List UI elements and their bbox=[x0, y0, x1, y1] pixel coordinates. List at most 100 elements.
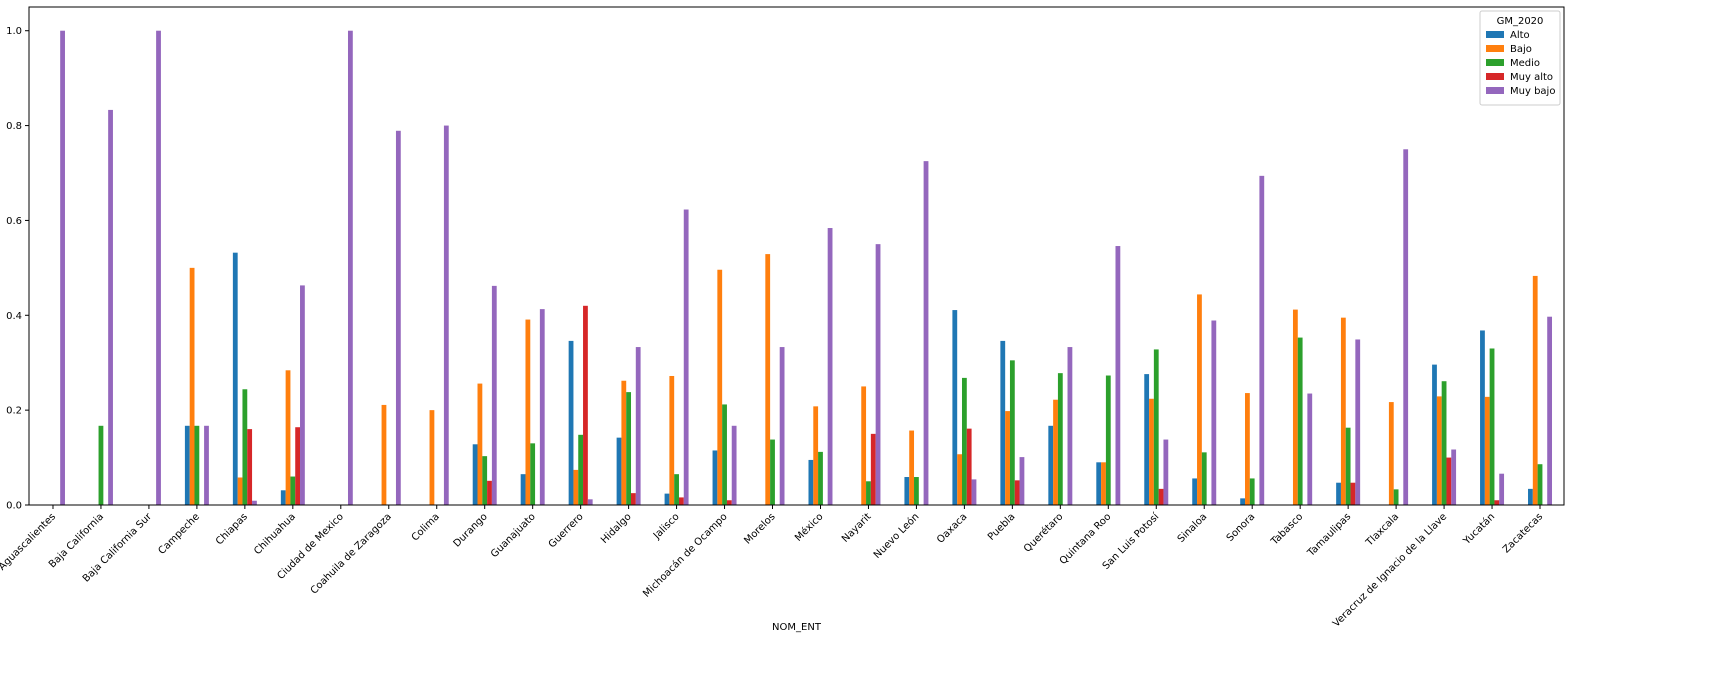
bars-layer bbox=[60, 30, 1553, 506]
bar-muy-bajo-6 bbox=[347, 30, 353, 506]
bar-bajo-19 bbox=[957, 454, 962, 505]
bar-muy-bajo-4 bbox=[252, 500, 257, 505]
legend-title: GM_2020 bbox=[1497, 16, 1544, 27]
x-tick-label: Guerrero bbox=[547, 511, 586, 550]
bar-alto-24 bbox=[1192, 478, 1198, 505]
bar-bajo-22 bbox=[1101, 462, 1106, 505]
bar-muy-bajo-2 bbox=[156, 30, 161, 506]
legend-label: Alto bbox=[1510, 30, 1530, 41]
bar-muy-bajo-28 bbox=[1403, 149, 1409, 506]
bar-alto-27 bbox=[1336, 482, 1341, 505]
legend-swatch-bajo bbox=[1486, 45, 1504, 52]
legend-label: Bajo bbox=[1510, 44, 1532, 55]
bar-muy-bajo-18 bbox=[923, 161, 929, 505]
bar-alto-30 bbox=[1480, 330, 1485, 505]
bar-muy-bajo-25 bbox=[1259, 175, 1265, 505]
bar-bajo-24 bbox=[1197, 294, 1202, 505]
bar-medio-14 bbox=[722, 404, 727, 505]
bar-muy-alto-13 bbox=[678, 497, 684, 505]
bar-alto-5 bbox=[280, 490, 286, 505]
x-tick-label: Tlaxcala bbox=[1364, 511, 1402, 549]
bar-medio-11 bbox=[578, 434, 584, 505]
bar-muy-alto-5 bbox=[295, 427, 301, 505]
bar-muy-bajo-22 bbox=[1115, 246, 1121, 506]
bar-bajo-14 bbox=[717, 269, 723, 505]
x-tick-label: Tamaulipas bbox=[1305, 511, 1353, 559]
bar-medio-9 bbox=[482, 456, 488, 505]
bar-bajo-4 bbox=[237, 477, 243, 505]
x-axis-label: NOM_ENT bbox=[772, 622, 822, 633]
bar-medio-18 bbox=[914, 477, 919, 505]
bar-muy-alto-11 bbox=[583, 305, 588, 505]
y-tick-label: 0.2 bbox=[6, 406, 22, 417]
bar-alto-4 bbox=[232, 252, 238, 505]
bar-medio-23 bbox=[1153, 349, 1159, 505]
x-tick-label: Sinaloa bbox=[1176, 511, 1210, 545]
bar-medio-27 bbox=[1345, 427, 1351, 505]
x-tick-label: Puebla bbox=[986, 511, 1018, 543]
bar-medio-21 bbox=[1057, 373, 1063, 505]
bar-alto-29 bbox=[1432, 364, 1437, 505]
bar-muy-bajo-13 bbox=[683, 209, 689, 505]
legend-swatch-alto bbox=[1486, 31, 1504, 38]
bar-muy-bajo-3 bbox=[204, 425, 209, 505]
bar-muy-alto-12 bbox=[631, 493, 636, 505]
bar-muy-alto-20 bbox=[1014, 480, 1020, 505]
plot-frame bbox=[28, 6, 1565, 506]
bar-alto-16 bbox=[808, 459, 814, 505]
bar-alto-14 bbox=[712, 450, 718, 505]
x-tick-label: Sonora bbox=[1225, 511, 1258, 544]
bar-muy-bajo-11 bbox=[587, 499, 593, 505]
bar-muy-bajo-30 bbox=[1499, 473, 1505, 505]
bar-bajo-29 bbox=[1436, 396, 1442, 505]
bar-bajo-23 bbox=[1149, 398, 1154, 505]
bar-muy-bajo-8 bbox=[443, 125, 449, 505]
bar-alto-10 bbox=[520, 474, 526, 505]
bar-muy-bajo-14 bbox=[731, 425, 737, 505]
bar-bajo-15 bbox=[765, 254, 771, 505]
bar-muy-bajo-9 bbox=[491, 285, 497, 505]
y-tick-label: 0.4 bbox=[6, 311, 22, 322]
bar-alto-18 bbox=[904, 477, 910, 505]
bar-muy-bajo-1 bbox=[108, 109, 113, 506]
bar-bajo-28 bbox=[1388, 402, 1394, 505]
bar-bajo-25 bbox=[1245, 393, 1250, 505]
bar-muy-bajo-31 bbox=[1547, 316, 1553, 505]
bar-medio-10 bbox=[530, 443, 536, 505]
bar-muy-alto-19 bbox=[966, 428, 972, 505]
bar-muy-alto-9 bbox=[487, 480, 492, 505]
x-tick-label: Jalisco bbox=[651, 511, 682, 542]
bar-medio-3 bbox=[194, 425, 200, 505]
bar-muy-bajo-17 bbox=[875, 244, 881, 505]
x-tick-label: Nuevo León bbox=[871, 511, 921, 561]
bar-bajo-11 bbox=[573, 469, 579, 505]
x-tick-label: Campeche bbox=[157, 511, 202, 556]
bar-muy-alto-4 bbox=[247, 429, 253, 505]
legend: GM_2020 Alto Bajo Medio Muy alto Muy bajo bbox=[1479, 10, 1561, 106]
bar-muy-alto-30 bbox=[1494, 500, 1500, 505]
x-tick-label: Coahuila de Zaragoza bbox=[309, 511, 394, 596]
bar-alto-19 bbox=[952, 310, 958, 505]
bar-muy-bajo-10 bbox=[539, 309, 545, 505]
bar-alto-9 bbox=[472, 444, 478, 505]
legend-swatch-medio bbox=[1486, 59, 1504, 66]
x-tick-label: Hidalgo bbox=[599, 511, 634, 546]
bar-bajo-16 bbox=[813, 406, 819, 505]
bar-muy-bajo-0 bbox=[60, 30, 65, 506]
bar-alto-3 bbox=[184, 425, 190, 505]
bar-muy-alto-14 bbox=[726, 500, 732, 505]
bar-muy-bajo-19 bbox=[971, 479, 977, 505]
bar-bajo-10 bbox=[525, 319, 531, 505]
bar-bajo-7 bbox=[381, 404, 387, 505]
x-tick-label: Colima bbox=[410, 511, 442, 543]
bar-alto-13 bbox=[664, 493, 670, 505]
x-tick-label: Morelos bbox=[742, 511, 777, 546]
bar-muy-alto-29 bbox=[1446, 457, 1452, 505]
bar-medio-20 bbox=[1009, 360, 1015, 505]
bar-bajo-5 bbox=[285, 370, 291, 505]
bar-medio-15 bbox=[770, 439, 775, 505]
y-axis-ticks: 0.0 0.2 0.4 0.6 0.8 1.0 bbox=[6, 26, 29, 512]
x-tick-label: Querétaro bbox=[1021, 511, 1065, 555]
bar-muy-alto-17 bbox=[870, 433, 876, 505]
bar-medio-19 bbox=[961, 377, 967, 505]
